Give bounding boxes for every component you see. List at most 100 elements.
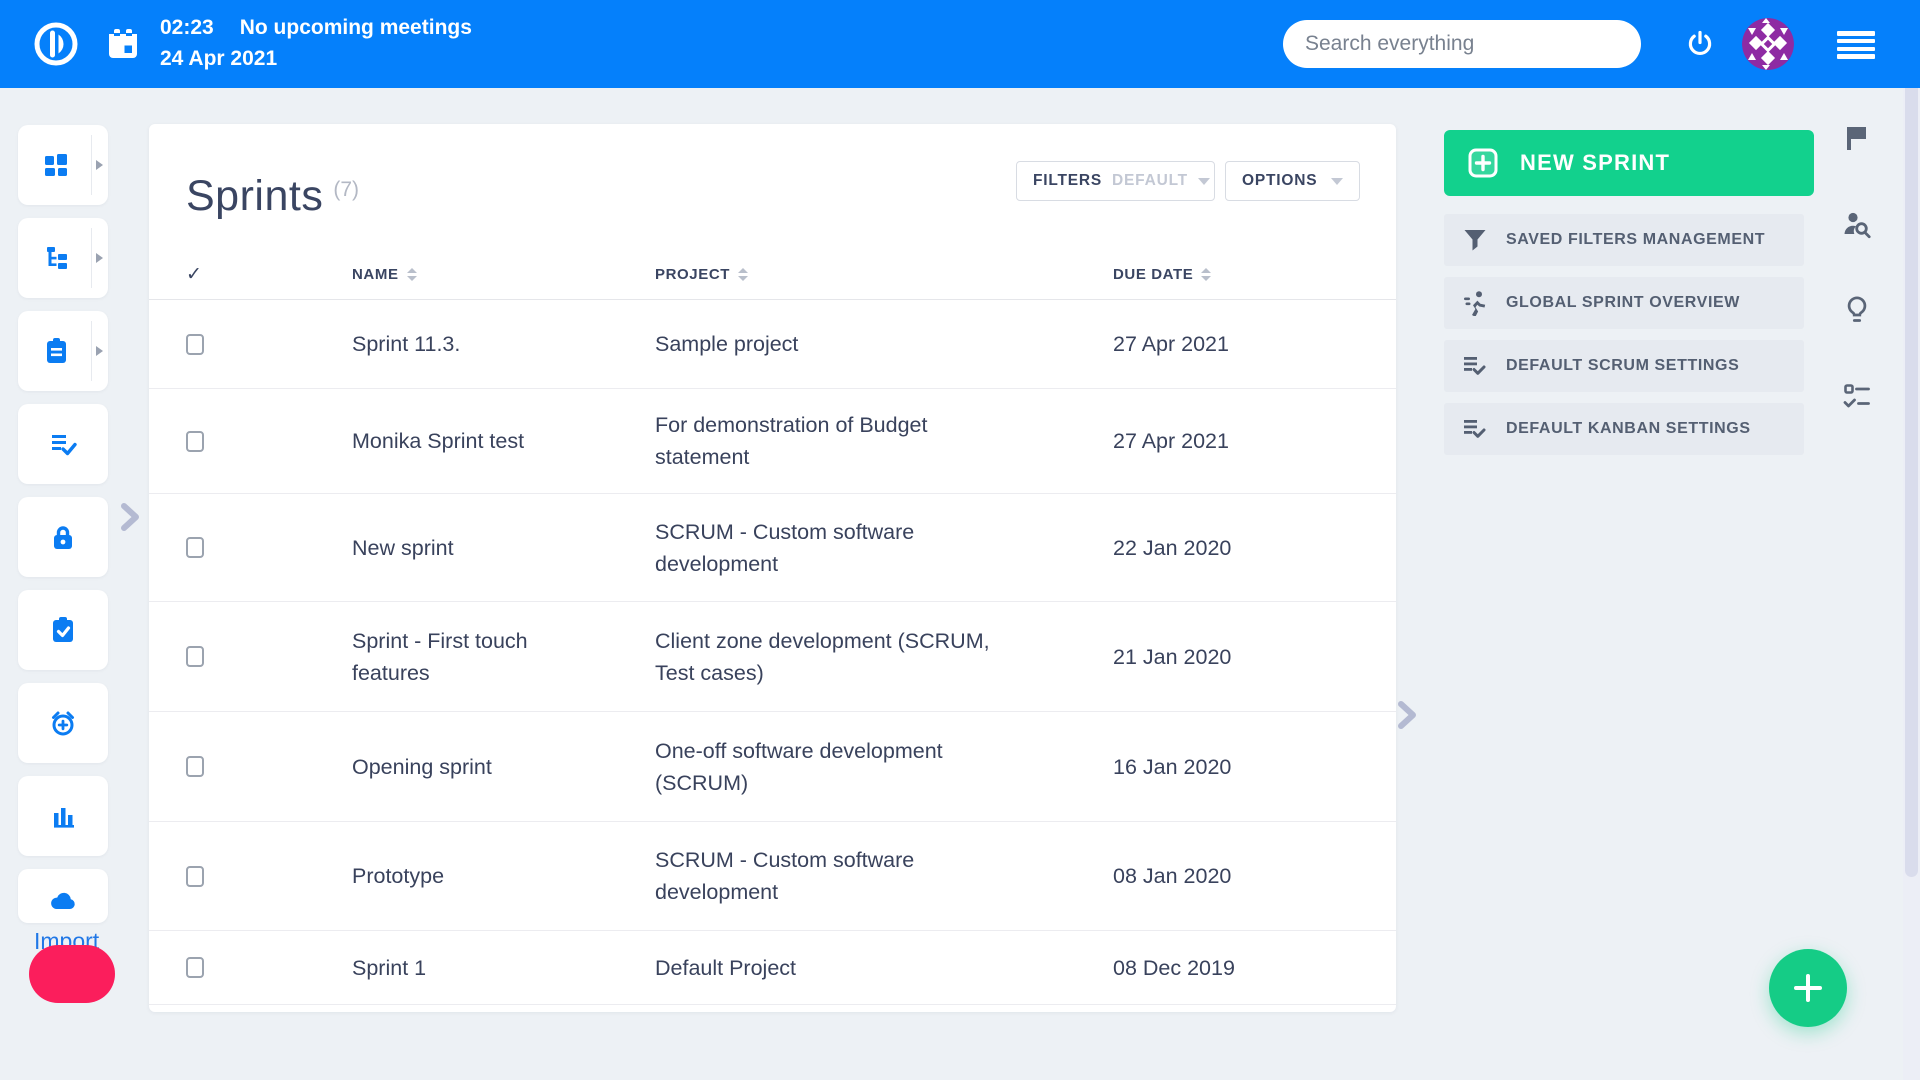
sprint-project[interactable]: Default Project [655, 955, 797, 980]
logout-power-icon[interactable] [1685, 29, 1715, 59]
sprint-name[interactable]: Sprint 11.3. [352, 332, 461, 356]
bar-chart-icon [54, 808, 74, 828]
scrollbar-thumb[interactable] [1905, 8, 1918, 877]
default-kanban-settings-button[interactable]: DEFAULT KANBAN SETTINGS [1444, 403, 1804, 455]
sidebar-item-reports[interactable] [18, 776, 108, 856]
help-chat-button[interactable] [29, 945, 115, 1003]
sprint-project[interactable]: Sample project [655, 332, 799, 356]
sidebar-item-timer[interactable] [18, 683, 108, 763]
saved-filters-management-button[interactable]: SAVED FILTERS MANAGEMENT [1444, 214, 1804, 266]
quick-add-button[interactable] [1769, 949, 1847, 1027]
default-scrum-settings-button[interactable]: DEFAULT SCRUM SETTINGS [1444, 340, 1804, 392]
table-row[interactable]: Sprint 1 Default Project 08 Dec 2019 [149, 931, 1396, 1005]
sprint-due-date: 27 Apr 2021 [1113, 429, 1229, 453]
alarm-add-icon [52, 711, 74, 736]
sprints-panel: Sprints (7) FILTERS DEFAULT OPTIONS ✓ NAM… [149, 124, 1396, 1012]
sidebar-item-tasks[interactable] [18, 311, 108, 391]
row-checkbox[interactable] [186, 957, 204, 978]
options-dropdown[interactable]: OPTIONS [1225, 161, 1360, 201]
submenu-caret-icon [96, 346, 103, 356]
sprint-name[interactable]: Prototype [352, 864, 445, 888]
sprint-project[interactable]: For demonstration of Budget statement [655, 413, 928, 469]
sprint-project[interactable]: One-off software development (SCRUM) [655, 738, 943, 795]
table-row[interactable]: Prototype SCRUM - Custom software develo… [149, 822, 1396, 931]
global-sprint-overview-button[interactable]: GLOBAL SPRINT OVERVIEW [1444, 277, 1804, 329]
panel-expand-chevron-icon[interactable] [1393, 698, 1421, 732]
sidebar-item-permissions[interactable] [18, 497, 108, 577]
row-checkbox[interactable] [186, 333, 204, 355]
table-row[interactable]: Sprint 11.3. Sample project 27 Apr 2021 [149, 300, 1396, 389]
main-menu-hamburger-icon[interactable] [1837, 31, 1875, 59]
meeting-status[interactable]: No upcoming meetings [239, 16, 472, 39]
table-row[interactable]: Monika Sprint test For demonstration of … [149, 389, 1396, 494]
list-check-icon [52, 435, 77, 456]
row-checkbox[interactable] [186, 537, 204, 558]
sprint-due-date: 08 Dec 2019 [1113, 955, 1235, 980]
app-logo-icon[interactable] [32, 20, 80, 68]
chevron-down-icon [1331, 177, 1343, 185]
sprint-project[interactable]: SCRUM - Custom software development [655, 848, 915, 904]
new-sprint-button[interactable]: NEW SPRINT [1444, 130, 1814, 196]
table-row[interactable]: Sprint - First touch features Client zon… [149, 602, 1396, 712]
clock-time: 02:23 [160, 16, 214, 39]
list-check-icon [1464, 420, 1486, 438]
current-date[interactable]: 24 Apr 2021 [160, 47, 278, 70]
column-header-project[interactable]: PROJECT [655, 266, 1113, 283]
filters-current-value: DEFAULT [1112, 172, 1188, 189]
submenu-caret-icon [96, 160, 103, 170]
sidebar-item-sprints[interactable] [18, 404, 108, 484]
user-avatar[interactable] [1742, 18, 1794, 70]
sprint-due-date: 08 Jan 2020 [1113, 864, 1232, 888]
column-header-due-date[interactable]: DUE DATE [1113, 266, 1396, 283]
clipboard-icon [47, 338, 66, 363]
sprint-name[interactable]: Sprint - First touch features [352, 628, 528, 685]
topbar: 02:23 No upcoming meetings 24 Apr 2021 [0, 0, 1920, 88]
sidebar-item-dashboard[interactable] [18, 125, 108, 205]
sprint-name[interactable]: Monika Sprint test [352, 429, 525, 453]
record-count: (7) [333, 178, 360, 201]
sidebar-item-import[interactable] [18, 869, 108, 923]
scrollbar-track[interactable] [1903, 0, 1920, 1080]
sprint-due-date: 16 Jan 2020 [1113, 754, 1232, 779]
sprint-due-date: 27 Apr 2021 [1113, 332, 1229, 356]
select-all-check[interactable]: ✓ [186, 264, 202, 285]
calendar-icon[interactable] [106, 27, 140, 61]
hierarchy-icon [47, 247, 67, 269]
flag-icon[interactable] [1842, 124, 1872, 154]
plus-icon [1794, 974, 1822, 1002]
sort-arrows-icon[interactable] [738, 268, 749, 281]
sprint-due-date: 22 Jan 2020 [1113, 535, 1232, 560]
row-checkbox[interactable] [186, 865, 204, 887]
lock-icon [54, 526, 72, 549]
page-title: Sprints (7) [186, 172, 360, 220]
column-header-name[interactable]: NAME [352, 266, 655, 283]
sidebar-item-approvals[interactable] [18, 590, 108, 670]
sprint-name[interactable]: Sprint 1 [352, 955, 427, 980]
sprint-name[interactable]: Opening sprint [352, 754, 492, 779]
sprint-project[interactable]: SCRUM - Custom software development [655, 519, 915, 576]
list-check-icon [1464, 357, 1486, 375]
table-row[interactable]: New sprint SCRUM - Custom software devel… [149, 494, 1396, 602]
sprint-name[interactable]: New sprint [352, 535, 454, 560]
sprint-project[interactable]: Client zone development (SCRUM, Test cas… [655, 628, 990, 685]
lightbulb-icon[interactable] [1842, 295, 1872, 325]
sidebar-item-hierarchy[interactable] [18, 218, 108, 298]
filter-funnel-icon [1464, 230, 1486, 251]
table-row[interactable]: Opening sprint One-off software developm… [149, 712, 1396, 822]
sort-arrows-icon[interactable] [406, 268, 417, 281]
sidebar-expand-chevron-icon[interactable] [116, 500, 144, 534]
row-checkbox[interactable] [186, 430, 204, 452]
dashboard-icon [45, 154, 67, 176]
user-search-icon[interactable] [1842, 210, 1872, 240]
chevron-down-icon [1197, 177, 1210, 185]
checklist-icon[interactable] [1842, 382, 1872, 412]
row-checkbox[interactable] [186, 646, 204, 667]
row-checkbox[interactable] [186, 756, 204, 777]
sprint-runner-icon [1464, 291, 1486, 316]
filters-dropdown[interactable]: FILTERS DEFAULT [1016, 161, 1215, 201]
cloud-import-icon [51, 892, 75, 909]
search-input[interactable] [1283, 20, 1641, 68]
sort-arrows-icon[interactable] [1201, 268, 1212, 281]
sprint-due-date: 21 Jan 2020 [1113, 644, 1232, 669]
submenu-caret-icon [96, 253, 103, 263]
